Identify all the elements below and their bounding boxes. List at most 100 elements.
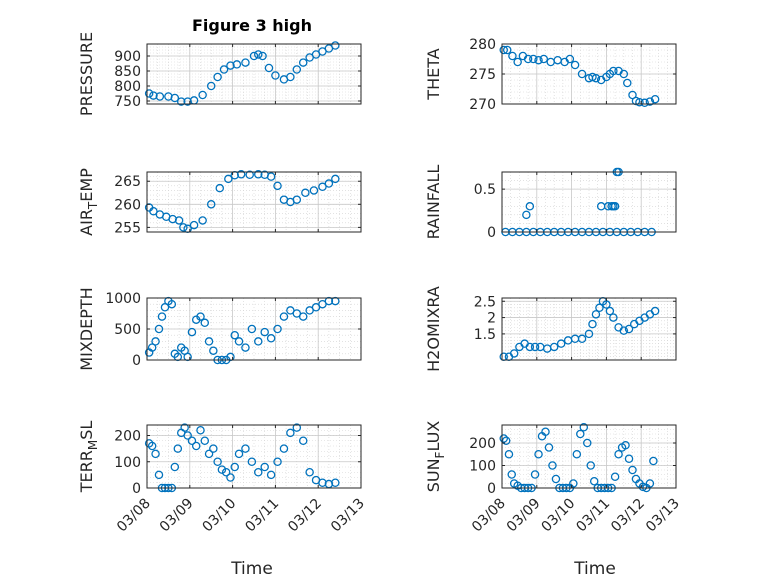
axes-box — [501, 171, 677, 233]
data-point — [273, 457, 282, 466]
data-point — [298, 312, 308, 321]
axes-box — [146, 424, 362, 489]
y-tick-label: 900 — [114, 49, 141, 65]
data-point — [196, 312, 205, 321]
data-point — [541, 427, 550, 436]
y-tick-label: 750 — [114, 94, 141, 110]
x-tick-label: 03/11 — [242, 496, 282, 536]
x-tick-label: 03/13 — [643, 496, 683, 536]
data-point — [301, 188, 310, 198]
data-point — [183, 431, 192, 440]
y-axis-label-main: RAINFALL — [424, 165, 443, 240]
data-point — [591, 73, 601, 83]
data-point — [273, 181, 282, 191]
y-axis-label: H2OMIXRA — [424, 286, 443, 372]
x-axis-label-right: Time — [573, 559, 616, 579]
data-point — [271, 71, 280, 80]
data-point — [584, 329, 594, 339]
y-tick-label: 100 — [469, 459, 496, 475]
data-point — [226, 473, 235, 482]
data-point — [176, 97, 186, 106]
y-tick-label: 0 — [132, 481, 141, 497]
data-point — [144, 89, 154, 98]
data-point — [189, 220, 199, 230]
data-point — [610, 202, 620, 211]
y-axis-label-rest: SL — [77, 421, 96, 440]
data-point — [523, 54, 533, 64]
x-tick-label: 03/09 — [157, 496, 197, 536]
y-axis-label: SUNFLUX — [424, 421, 447, 493]
data-point — [254, 467, 263, 477]
data-point — [569, 479, 578, 488]
data-point — [610, 472, 620, 481]
data-point — [170, 93, 180, 103]
data-point — [279, 312, 289, 321]
data-point — [157, 312, 167, 321]
data-point — [224, 174, 233, 184]
data-point — [638, 482, 648, 492]
data-point — [623, 78, 632, 88]
data-point — [572, 449, 582, 459]
data-point — [254, 50, 263, 59]
data-point — [273, 324, 282, 334]
x-tick-label: 03/08 — [114, 496, 154, 536]
y-tick-label: 500 — [114, 322, 141, 338]
y-tick-label: 850 — [114, 64, 141, 80]
data-point — [230, 462, 239, 472]
data-point — [650, 94, 660, 104]
data-point — [507, 470, 516, 479]
panel-air: 255 260 265 AIRTEMP — [77, 168, 362, 236]
y-tick-label: 100 — [114, 455, 141, 471]
y-axis-label-subscript: T — [86, 201, 100, 210]
data-point — [167, 299, 177, 309]
data-point — [513, 57, 522, 67]
data-point — [502, 45, 512, 55]
data-point — [155, 92, 165, 101]
data-point — [266, 172, 276, 181]
data-point — [213, 72, 222, 82]
x-tick-label: 03/10 — [200, 496, 240, 536]
data-point — [645, 97, 655, 106]
x-tick-label: 03/13 — [328, 496, 368, 536]
data-point — [605, 306, 615, 316]
data-point — [247, 324, 257, 334]
y-axis-label-subscript: F — [433, 451, 447, 458]
data-point — [292, 423, 302, 432]
data-point — [544, 443, 554, 452]
data-point — [292, 195, 302, 204]
data-point — [624, 454, 634, 463]
data-point — [206, 81, 216, 91]
data-point — [180, 423, 189, 432]
y-axis-label-main: SUN — [424, 458, 443, 492]
data-point — [549, 342, 559, 352]
data-point — [173, 444, 183, 453]
data-point — [534, 55, 543, 65]
data-point — [219, 65, 229, 74]
data-point — [179, 223, 188, 232]
y-axis-label-rest: EMP — [77, 168, 96, 202]
y-tick-label: 2 — [487, 311, 496, 327]
data-point — [331, 41, 340, 50]
y-tick-label: 270 — [469, 97, 496, 113]
data-point — [174, 216, 184, 225]
data-point — [292, 65, 302, 74]
y-axis-label: RAINFALL — [424, 165, 443, 240]
data-point — [298, 58, 308, 67]
axes-box — [501, 424, 677, 489]
data-point — [154, 470, 164, 480]
data-point — [499, 45, 508, 55]
y-tick-label: 275 — [469, 67, 496, 83]
data-point — [501, 436, 511, 445]
x-tick-label: 03/10 — [539, 496, 579, 536]
data-point — [200, 436, 210, 445]
y-tick-label: 1.5 — [474, 327, 496, 343]
x-tick-label: 03/09 — [504, 496, 544, 536]
data-point — [309, 186, 319, 195]
data-point — [548, 461, 557, 470]
data-point — [286, 428, 295, 438]
x-tick-label: 03/12 — [608, 496, 648, 536]
data-point — [534, 449, 543, 459]
data-point — [230, 330, 239, 340]
data-point — [539, 54, 549, 64]
